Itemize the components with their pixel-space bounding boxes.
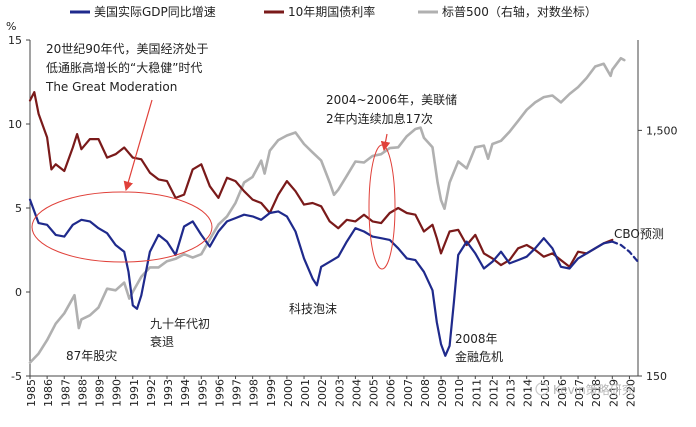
- x-tick-label: 1998: [248, 379, 261, 407]
- bond-series-line: [28, 90, 614, 268]
- y-right-axis: 1,500 150: [637, 40, 678, 383]
- y-right-tick-label: 150: [646, 370, 667, 383]
- sp500-series-line: [28, 56, 626, 364]
- x-tick-label: 2008: [419, 379, 432, 407]
- annotation-moderation-line-1: 20世纪90年代，美国经济处于: [46, 41, 209, 56]
- legend-label-sp500: 标普500（右轴，对数坐标）: [442, 4, 597, 19]
- x-tick-label: 1993: [162, 379, 175, 407]
- x-tick-label: 1992: [145, 379, 158, 407]
- x-tick-label: 2001: [299, 379, 312, 407]
- y-left-tick-label: 0: [15, 286, 22, 299]
- annotation-moderation-line-2: 低通胀高增长的“大稳健”时代: [46, 60, 202, 75]
- moderation-arrow: [123, 99, 153, 192]
- x-tick-label: 2018: [590, 379, 603, 407]
- annotation-gfc: 2008年 金融危机: [455, 332, 503, 364]
- x-tick-label: 2010: [453, 379, 466, 407]
- x-tick-label: 1989: [94, 379, 107, 407]
- x-axis: 1985 1986 1987 1988 1989 1990 1991 1992 1993 1994…: [25, 375, 638, 407]
- annotation-crash87: 87年股灾: [66, 348, 117, 363]
- watermark-text: Kevin策略研究: [553, 382, 634, 397]
- y-left-tick-label: 10: [8, 118, 22, 131]
- annotation-moderation-line-3: The Great Moderation: [45, 80, 177, 94]
- x-tick-label: 2000: [282, 379, 295, 407]
- annotation-recession90-line-2: 衰退: [150, 334, 174, 349]
- y-left-tick-label: -5: [11, 370, 22, 383]
- y-right-tick-label: 1,500: [646, 124, 678, 137]
- x-tick-label: 2015: [539, 379, 552, 407]
- x-tick-label: 2006: [385, 379, 398, 407]
- annotation-fed: 2004~2006年，美联储 2年内连续加息17次: [326, 92, 457, 126]
- gdp-series-line: [28, 198, 614, 357]
- legend-label-gdp: 美国实际GDP同比增速: [94, 4, 216, 19]
- annotation-cbo-forecast: CBO预测: [614, 227, 664, 241]
- x-tick-label: 2020: [624, 379, 637, 407]
- wechat-icon: [535, 382, 549, 396]
- x-tick-label: 2004: [350, 379, 363, 407]
- plot-area: [28, 56, 640, 364]
- x-tick-label: 2005: [368, 379, 381, 407]
- x-tick-label: 1995: [196, 379, 209, 407]
- x-tick-label: 1988: [76, 379, 89, 407]
- x-tick-label: 1987: [59, 379, 72, 407]
- x-tick-label: 1994: [179, 379, 192, 407]
- fed-hike-ellipse: [368, 144, 396, 270]
- x-tick-label: 2002: [316, 379, 329, 407]
- x-tick-label: 1997: [231, 379, 244, 407]
- x-tick-label: 2017: [573, 379, 586, 407]
- x-tick-label: 2016: [556, 379, 569, 407]
- legend: 美国实际GDP同比增速 10年期国债利率 标普500（右轴，对数坐标）: [70, 4, 597, 19]
- x-tick-label: 2019: [607, 379, 620, 407]
- x-tick-label: 2007: [402, 379, 415, 407]
- x-tick-label: 2014: [522, 379, 535, 407]
- x-tick-label: 1991: [128, 379, 141, 407]
- x-tick-label: 1999: [265, 379, 278, 407]
- annotation-moderation: 20世纪90年代，美国经济处于 低通胀高增长的“大稳健”时代 The Great…: [45, 41, 209, 94]
- y-left-axis: 15 10 5 0 -5: [8, 34, 31, 383]
- annotation-fed-line-2: 2年内连续加息17次: [326, 111, 433, 126]
- moderation-ellipse: [31, 191, 213, 263]
- annotation-dotcom: 科技泡沫: [289, 302, 337, 316]
- x-tick-label: 2012: [487, 379, 500, 407]
- legend-label-bond: 10年期国债利率: [288, 4, 375, 19]
- y-left-tick-label: 15: [8, 34, 22, 47]
- x-tick-label: 2011: [470, 379, 483, 407]
- y-left-unit-label: %: [6, 20, 16, 33]
- x-tick-label: 1990: [111, 379, 124, 407]
- annotation-recession90: 九十年代初 衰退: [150, 317, 210, 349]
- x-tick-label: 2009: [436, 379, 449, 407]
- x-tick-label: 2013: [505, 379, 518, 407]
- x-tick-label: 2003: [333, 379, 346, 407]
- annotation-fed-line-1: 2004~2006年，美联储: [326, 92, 457, 107]
- x-tick-label: 1985: [25, 379, 38, 407]
- annotation-recession90-line-1: 九十年代初: [150, 317, 210, 331]
- watermark: Kevin策略研究: [535, 382, 634, 397]
- x-tick-label: 1986: [42, 379, 55, 407]
- y-left-tick-label: 5: [15, 202, 22, 215]
- fed-hike-arrow: [380, 133, 391, 152]
- annotation-gfc-line-1: 2008年: [455, 332, 498, 346]
- gdp-forecast-line: [611, 240, 640, 263]
- annotation-gfc-line-2: 金融危机: [455, 349, 503, 364]
- x-tick-label: 1996: [213, 379, 226, 407]
